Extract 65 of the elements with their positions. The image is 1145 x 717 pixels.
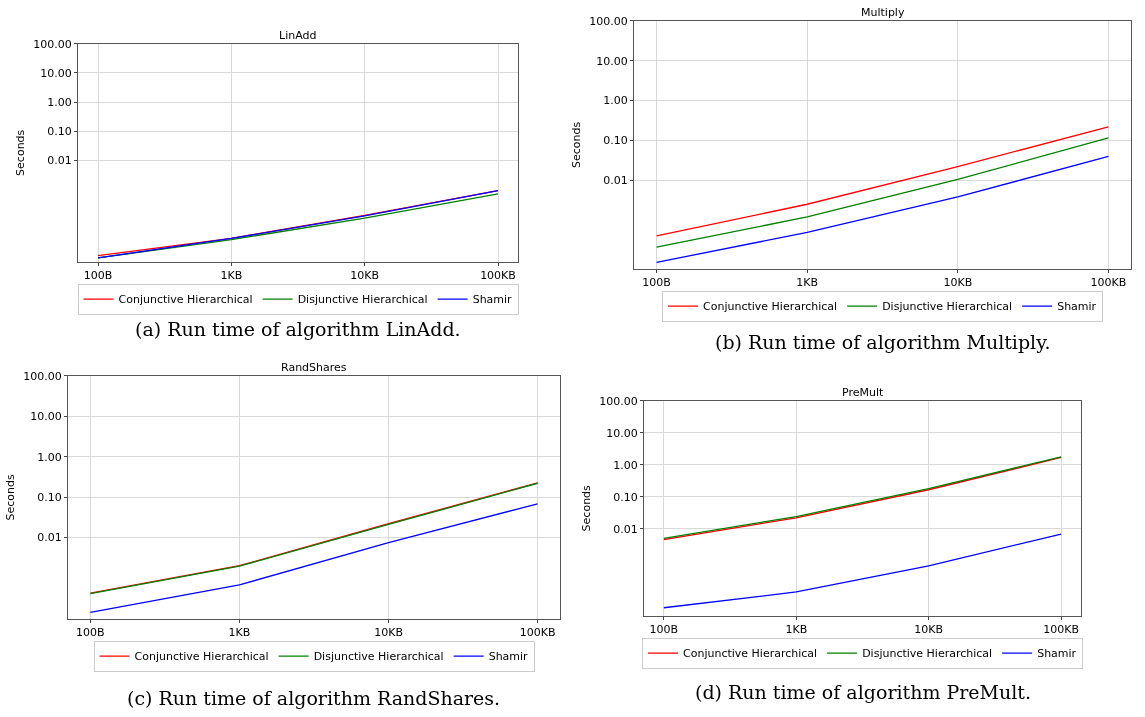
y-tick-label: 0.10: [613, 490, 638, 504]
x-tick-label: 1KB: [220, 269, 243, 283]
x-tick-label: 1KB: [796, 275, 819, 289]
legend-label: Conjunctive Hierarchical: [683, 647, 818, 661]
legend-label: Disjunctive Hierarchical: [862, 647, 993, 661]
y-tick-label: 10.00: [606, 426, 638, 440]
y-axis-title: Seconds: [579, 484, 593, 532]
x-tick-label: 100KB: [1090, 275, 1127, 289]
chart-title: LinAdd: [279, 29, 317, 42]
legend-label: Shamir: [472, 293, 513, 307]
legend-label: Shamir: [1057, 300, 1097, 314]
legend-label: Conjunctive Hierarchical: [118, 293, 253, 307]
legend-label: Disjunctive Hierarchical: [882, 300, 1013, 314]
y-tick-label: 1.00: [603, 94, 628, 108]
y-tick-label: 0.01: [613, 522, 638, 536]
chart-title: RandShares: [281, 361, 347, 374]
x-tick-label: 100B: [76, 626, 105, 640]
legend-label: Disjunctive Hierarchical: [313, 650, 444, 664]
y-tick-label: 10.00: [30, 410, 62, 424]
chart-title: PreMult: [842, 386, 885, 399]
line-series: [655, 126, 1110, 237]
legend-label: Conjunctive Hierarchical: [134, 650, 269, 664]
y-tick-label: 0.01: [47, 154, 72, 168]
x-tick-label: 1KB: [785, 623, 808, 637]
x-tick-label: 100KB: [480, 269, 516, 283]
x-tick-label: 100B: [642, 275, 671, 289]
y-axis-title: Seconds: [13, 129, 27, 176]
y-tick-label: 1.00: [613, 458, 638, 472]
x-tick-label: 10KB: [374, 626, 403, 640]
x-tick-label: 100KB: [1043, 623, 1080, 637]
x-tick-label: 1KB: [228, 626, 251, 640]
line-series: [89, 503, 539, 614]
line-series: [655, 155, 1110, 263]
chart-title: Multiply: [861, 6, 905, 19]
legend-label: Disjunctive Hierarchical: [297, 293, 428, 307]
x-tick-label: 100B: [83, 269, 113, 283]
x-tick-label: 10KB: [350, 269, 380, 283]
text: (b) Run time of algorithm Multiply.: [715, 331, 1051, 353]
y-tick-label: 1.00: [37, 450, 62, 464]
y-tick-label: 100.00: [599, 394, 638, 408]
y-tick-label: 10.00: [40, 66, 72, 80]
y-tick-label: 100.00: [23, 369, 62, 383]
line-series: [663, 533, 1062, 609]
y-axis-title: Seconds: [3, 473, 17, 521]
y-tick-label: 0.10: [37, 490, 62, 504]
y-axis-title: Seconds: [569, 121, 583, 168]
y-tick-label: 100.00: [589, 14, 628, 28]
x-tick-label: 100KB: [519, 626, 556, 640]
legend-label: Shamir: [1037, 647, 1077, 661]
y-tick-label: 1.00: [47, 95, 72, 109]
legend-label: Shamir: [488, 650, 529, 664]
x-tick-label: 10KB: [943, 275, 973, 289]
legend-label: Conjunctive Hierarchical: [703, 300, 838, 314]
line-series: [655, 137, 1110, 248]
text: (a) Run time of algorithm LinAdd.: [135, 318, 461, 340]
y-tick-label: 0.10: [603, 134, 628, 148]
y-tick-label: 0.01: [37, 531, 62, 545]
x-tick-label: 10KB: [914, 623, 944, 637]
y-tick-label: 0.10: [47, 125, 72, 139]
x-tick-label: 100B: [649, 623, 679, 637]
text: (c) Run time of algorithm RandShares.: [127, 687, 501, 709]
y-tick-label: 0.01: [603, 174, 628, 188]
y-tick-label: 100.00: [33, 37, 72, 51]
text: (d) Run time of algorithm PreMult.: [695, 681, 1032, 703]
y-tick-label: 10.00: [596, 54, 628, 68]
